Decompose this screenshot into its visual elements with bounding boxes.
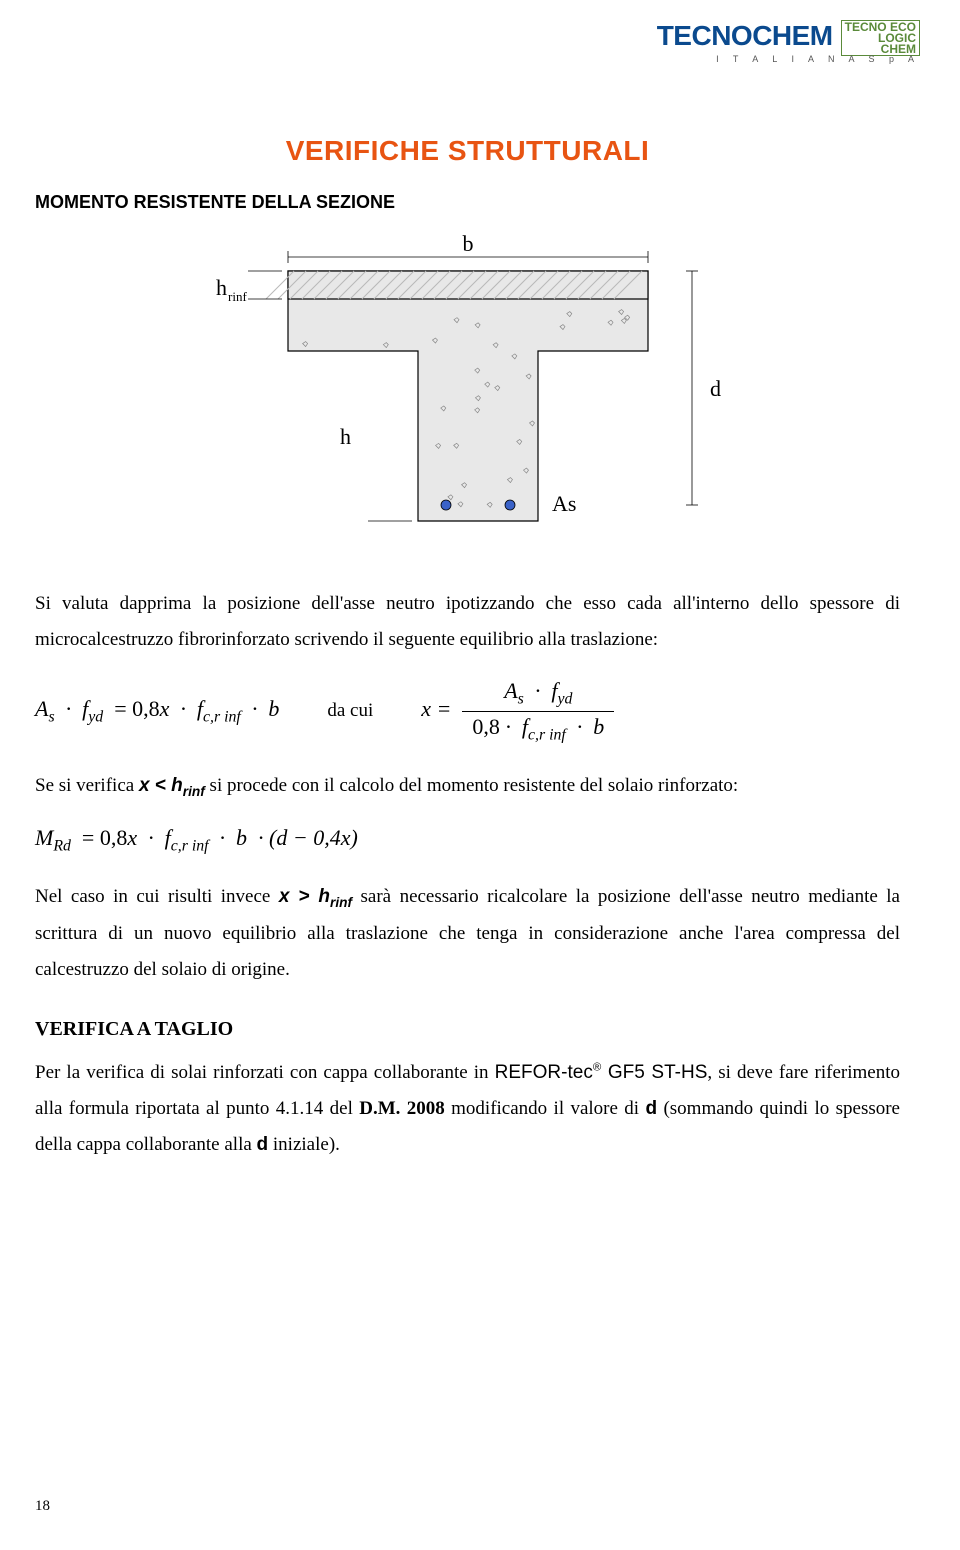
logo-side-text: TECNO ECO LOGIC CHEM (841, 20, 920, 56)
logo-line: TECNOCHEM TECNO ECO LOGIC CHEM (657, 20, 920, 56)
brand-reg: ® (593, 1062, 601, 1074)
d-bold: d (645, 1098, 657, 1119)
pt-end2: iniziale). (268, 1134, 340, 1155)
section-heading-taglio: VERIFICA A TAGLIO (35, 1018, 900, 1041)
formula-2: x = As · fyd 0,8 · fc,r inf · b (421, 678, 614, 744)
f1-A: A (35, 696, 48, 721)
f1-b: b (268, 696, 279, 721)
f1-x: x (160, 696, 170, 721)
logo-main-text: TECNOCHEM (657, 20, 833, 51)
p2-pre: Se si verifica (35, 775, 139, 796)
dm-bold: D.M. 2008 (359, 1098, 445, 1119)
f2-s: s (518, 691, 524, 708)
page-title: VERIFICHE STRUTTURALI (35, 135, 900, 167)
para-taglio: Per la verifica di solai rinforzati con … (35, 1055, 900, 1163)
f3-crinf: c,r inf (171, 837, 209, 854)
svg-text:d: d (710, 376, 721, 401)
f2-b: b (593, 714, 604, 739)
p2-post: si procede con il calcolo del momento re… (205, 775, 738, 796)
f3-Rd: Rd (53, 837, 71, 854)
f3-b: b (236, 825, 247, 850)
pt-pre: Per la verifica di solai rinforzati con … (35, 1062, 495, 1083)
formula-3: MRd = 0,8x · fc,r inf · b · (d − 0,4x) (35, 825, 900, 855)
f1-s: s (48, 708, 54, 725)
f1-crinf: c,r inf (203, 708, 241, 725)
page-number: 18 (35, 1498, 50, 1515)
pt-mid2: modificando il valore di (445, 1098, 646, 1119)
para-verifica: Se si verifica x < hrinf si procede con … (35, 768, 900, 805)
f1-eq: = 0,8 (114, 696, 159, 721)
p2-sub: rinf (183, 784, 205, 799)
svg-text:rinf: rinf (228, 289, 247, 304)
brand-t: REFOR-tec (495, 1062, 593, 1083)
para-caso: Nel caso in cui risulti invece x > hrinf… (35, 879, 900, 988)
d-bold2: d (257, 1134, 269, 1155)
formula-1-lhs: As · fyd = 0,8x · fc,r inf · b (35, 696, 279, 726)
t-section-svg: bhrinfhAsd (188, 231, 748, 551)
logo-block: TECNOCHEM TECNO ECO LOGIC CHEM I T A L I… (657, 20, 920, 64)
p3-cond: x > hrinf (279, 886, 352, 907)
svg-text:h: h (340, 424, 351, 449)
f2-A: A (504, 678, 517, 703)
p2-cond-t: x < h (139, 775, 183, 796)
formula-row-1: As · fyd = 0,8x · fc,r inf · b da cui x … (35, 678, 900, 744)
f3-d04x: d − 0,4x (276, 825, 350, 850)
f2-den: 0,8 · fc,r inf · b (462, 712, 614, 744)
svg-text:h: h (216, 275, 227, 300)
f3-M: M (35, 825, 53, 850)
brand-2: GF5 ST-HS (601, 1062, 707, 1083)
f3-x1: x (127, 825, 137, 850)
t-section-diagram: bhrinfhAsd (35, 231, 900, 556)
da-cui-label: da cui (327, 700, 373, 722)
f2-yd: yd (557, 691, 572, 708)
para-intro: Si valuta dapprima la posizione dell'ass… (35, 586, 900, 658)
p2-cond: x < hrinf (139, 775, 205, 796)
p3-sub: rinf (330, 895, 352, 910)
p3-cond-t: x > h (279, 886, 330, 907)
f3-eq: = 0,8 (82, 825, 127, 850)
svg-text:As: As (552, 491, 576, 516)
f2-08: 0,8 (472, 714, 500, 739)
svg-text:b: b (462, 231, 473, 256)
f2-fraction: As · fyd 0,8 · fc,r inf · b (462, 678, 614, 744)
p3-pre: Nel caso in cui risulti invece (35, 886, 279, 907)
f2-num: As · fyd (462, 678, 614, 711)
f1-yd: yd (88, 708, 103, 725)
f2-x: x = (421, 696, 451, 721)
section-heading-momento: MOMENTO RESISTENTE DELLA SEZIONE (35, 192, 900, 213)
f2-crinf: c,r inf (528, 726, 566, 743)
brand-refortec: REFOR-tec® GF5 ST-HS (495, 1062, 708, 1083)
page-container: TECNOCHEM TECNO ECO LOGIC CHEM I T A L I… (0, 0, 960, 1550)
